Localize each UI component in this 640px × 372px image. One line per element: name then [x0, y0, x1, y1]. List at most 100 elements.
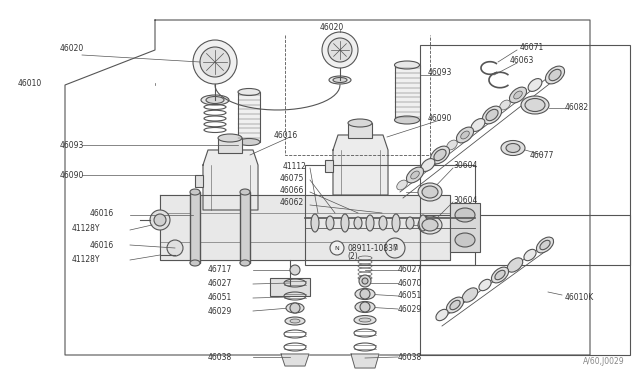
Ellipse shape — [355, 301, 375, 312]
Ellipse shape — [333, 77, 347, 83]
Ellipse shape — [434, 149, 446, 161]
Ellipse shape — [506, 144, 520, 153]
Ellipse shape — [354, 217, 362, 229]
Ellipse shape — [359, 318, 371, 322]
Text: 41128Y: 41128Y — [72, 256, 100, 264]
Circle shape — [359, 275, 371, 287]
Ellipse shape — [329, 76, 351, 84]
Text: 46010K: 46010K — [565, 294, 595, 302]
Ellipse shape — [406, 167, 424, 183]
Text: 46077: 46077 — [530, 151, 554, 160]
Bar — [270, 278, 310, 296]
Ellipse shape — [190, 189, 200, 195]
Polygon shape — [281, 354, 309, 366]
Text: N: N — [335, 246, 339, 250]
Ellipse shape — [540, 240, 550, 250]
Circle shape — [322, 32, 358, 68]
Ellipse shape — [450, 300, 460, 310]
Ellipse shape — [421, 158, 435, 171]
Circle shape — [200, 47, 230, 77]
Ellipse shape — [509, 87, 527, 103]
Ellipse shape — [447, 297, 463, 313]
Text: 46010: 46010 — [18, 78, 42, 87]
Circle shape — [150, 210, 170, 230]
Bar — [420, 215, 630, 355]
Bar — [305, 165, 475, 265]
Circle shape — [193, 40, 237, 84]
Circle shape — [360, 302, 370, 312]
Ellipse shape — [355, 289, 375, 299]
Ellipse shape — [495, 270, 505, 280]
Ellipse shape — [285, 317, 305, 325]
Text: 41128Y: 41128Y — [72, 224, 100, 232]
Ellipse shape — [431, 146, 449, 164]
Bar — [190, 192, 200, 263]
Text: 46020: 46020 — [60, 44, 84, 52]
Ellipse shape — [479, 279, 491, 291]
Text: 46717: 46717 — [208, 266, 232, 275]
Bar — [450, 203, 480, 252]
Bar — [240, 192, 250, 263]
Text: 46051: 46051 — [398, 292, 422, 301]
Ellipse shape — [422, 219, 438, 231]
Ellipse shape — [419, 215, 427, 231]
Ellipse shape — [455, 233, 475, 247]
Text: 30604: 30604 — [453, 196, 477, 205]
Ellipse shape — [411, 171, 419, 179]
Ellipse shape — [286, 303, 304, 313]
Text: 30604: 30604 — [453, 160, 477, 170]
Ellipse shape — [290, 319, 300, 323]
Text: N: N — [392, 245, 397, 251]
Ellipse shape — [536, 237, 554, 253]
Bar — [218, 138, 242, 153]
Text: 46066: 46066 — [280, 186, 305, 195]
Ellipse shape — [397, 180, 407, 190]
Ellipse shape — [462, 288, 477, 302]
Ellipse shape — [238, 89, 260, 96]
Circle shape — [330, 241, 344, 255]
Ellipse shape — [190, 260, 200, 266]
Ellipse shape — [514, 91, 522, 99]
Text: 08911-10837: 08911-10837 — [347, 244, 398, 253]
Text: 46075: 46075 — [280, 173, 305, 183]
Polygon shape — [160, 195, 450, 260]
Ellipse shape — [240, 189, 250, 195]
Bar — [325, 160, 333, 172]
Text: 41112: 41112 — [283, 161, 307, 170]
Ellipse shape — [238, 138, 260, 145]
Circle shape — [360, 289, 370, 299]
Text: 46038: 46038 — [398, 353, 422, 362]
Ellipse shape — [521, 96, 549, 114]
Ellipse shape — [394, 116, 419, 124]
Ellipse shape — [326, 216, 334, 230]
Ellipse shape — [201, 95, 229, 105]
Ellipse shape — [418, 216, 442, 234]
Ellipse shape — [379, 216, 387, 230]
Ellipse shape — [206, 96, 224, 103]
Ellipse shape — [366, 215, 374, 231]
Ellipse shape — [501, 141, 525, 155]
Ellipse shape — [500, 100, 510, 110]
Ellipse shape — [455, 208, 475, 222]
Bar — [238, 92, 260, 142]
Circle shape — [385, 238, 405, 258]
Circle shape — [362, 278, 368, 284]
Text: 46016: 46016 — [274, 131, 298, 140]
Text: 46016: 46016 — [90, 241, 115, 250]
Text: 46027: 46027 — [398, 266, 422, 275]
Circle shape — [154, 214, 166, 226]
Text: 46029: 46029 — [398, 305, 422, 314]
Ellipse shape — [471, 119, 485, 131]
Ellipse shape — [545, 66, 564, 84]
Ellipse shape — [447, 140, 457, 150]
Bar — [195, 175, 203, 187]
Ellipse shape — [240, 260, 250, 266]
Ellipse shape — [486, 109, 498, 121]
Ellipse shape — [461, 131, 469, 139]
Circle shape — [328, 38, 352, 62]
Ellipse shape — [341, 214, 349, 232]
Text: 46020: 46020 — [320, 22, 344, 32]
Text: 46090: 46090 — [428, 113, 452, 122]
Ellipse shape — [436, 310, 448, 321]
Text: 46090: 46090 — [60, 170, 84, 180]
